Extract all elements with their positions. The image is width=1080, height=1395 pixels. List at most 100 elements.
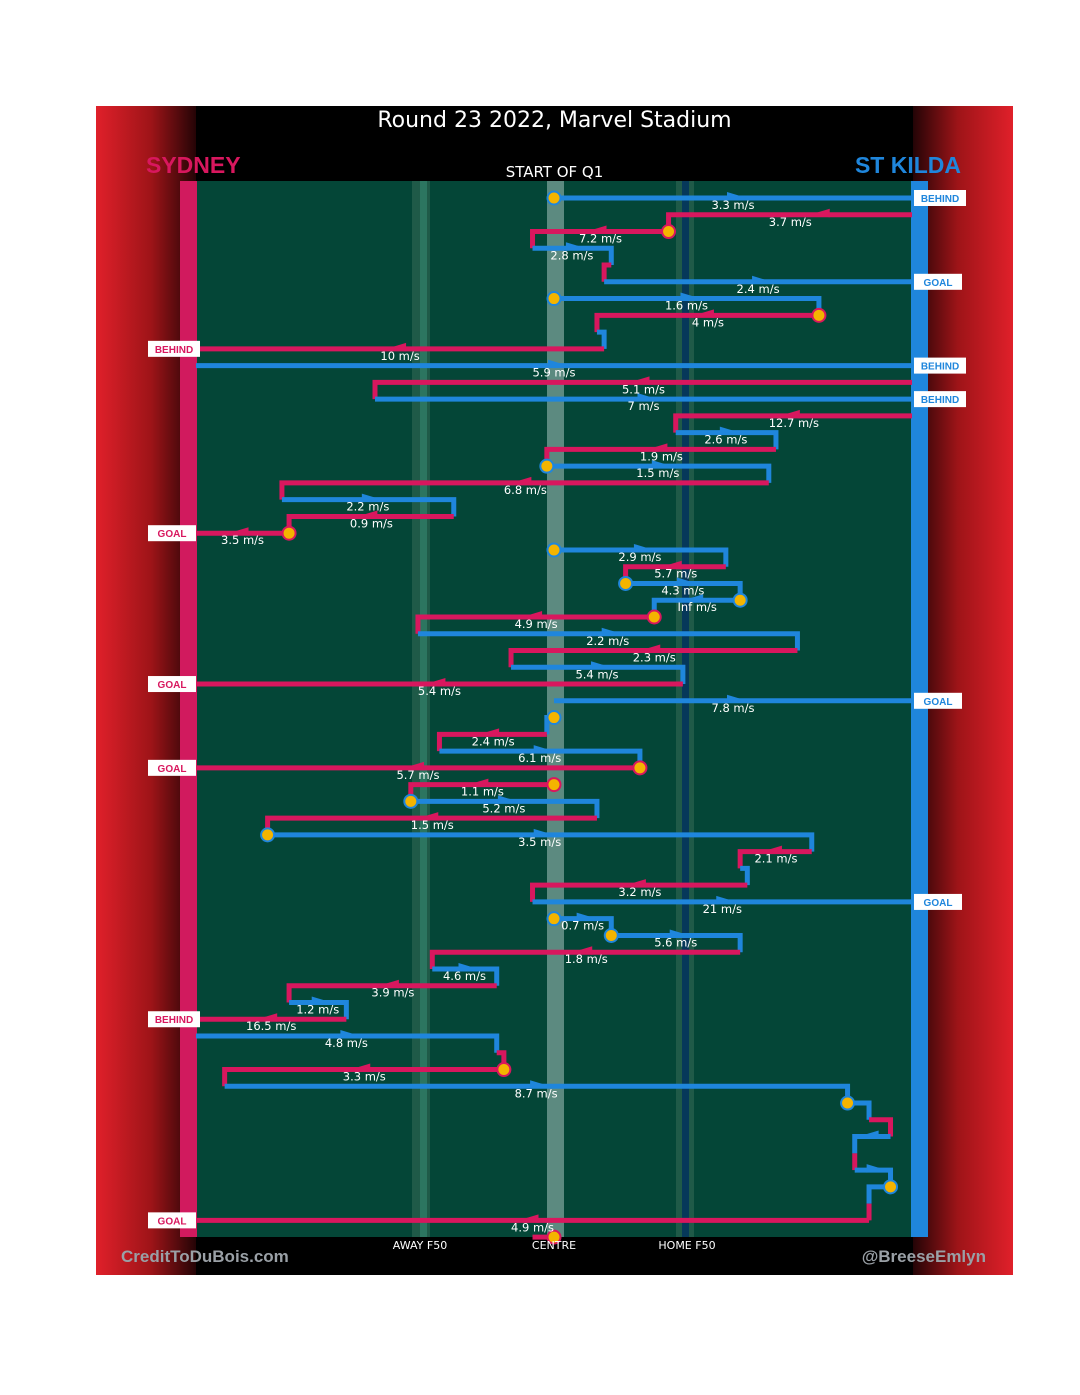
arrow-icon — [629, 376, 650, 385]
ball-marker-icon — [546, 291, 562, 307]
end-badge-behind — [914, 190, 966, 206]
speed-label: 1.6 m/s — [665, 299, 708, 313]
speed-label: 4 m/s — [692, 315, 724, 329]
speed-label: 1.5 m/s — [636, 466, 679, 480]
speed-label: 1.9 m/s — [640, 449, 683, 463]
end-badge-behind — [148, 1011, 200, 1028]
ball-marker-icon — [260, 827, 276, 843]
end-badge-label: GOAL — [924, 898, 953, 909]
sydney-goal-post — [180, 181, 197, 1237]
speed-label: 6.8 m/s — [504, 483, 547, 497]
speed-label: 1.5 m/s — [411, 818, 454, 832]
arrow-icon — [361, 493, 382, 503]
arrow-icon — [533, 745, 554, 754]
arrow-icon — [590, 661, 611, 670]
end-badge-label: GOAL — [158, 529, 187, 540]
axis-label-centre: CENTRE — [531, 1239, 577, 1252]
arrow-icon — [357, 510, 378, 519]
credit-right[interactable]: @BreeseEmlyn — [861, 1247, 986, 1266]
chain-line-40 — [737, 849, 812, 869]
arrow-icon — [497, 795, 518, 804]
arrow-icon — [637, 393, 658, 402]
chain-line-42 — [530, 882, 748, 902]
arrow-icon — [425, 678, 446, 687]
arrow-icon — [809, 208, 830, 218]
speed-label: 1.8 m/s — [565, 952, 608, 966]
arrow-icon — [625, 879, 646, 888]
credit-left[interactable]: CreditToDuBois.com — [121, 1247, 289, 1266]
speed-label: 5.7 m/s — [396, 768, 439, 782]
chain-line-29 — [511, 664, 686, 685]
arrow-icon — [651, 460, 672, 469]
speed-label: Inf m/s — [677, 600, 716, 614]
arrow-icon — [340, 1030, 361, 1039]
chain-line-41 — [740, 865, 750, 886]
arrow-icon — [683, 594, 704, 603]
speed-label: 4.8 m/s — [325, 1036, 368, 1050]
arrow-icon — [403, 761, 424, 771]
end-badge-goal — [148, 525, 196, 542]
arrow-icon — [676, 577, 697, 586]
home-f50-line — [682, 181, 689, 1237]
centre-band — [547, 181, 564, 1237]
axis-label-home-f50: HOME F50 — [658, 1239, 716, 1252]
speed-label: 2.2 m/s — [586, 634, 629, 648]
speed-label: 10 m/s — [380, 349, 419, 363]
playing-field — [196, 181, 912, 1237]
arrow-icon — [761, 845, 782, 855]
speed-label: 12.7 m/s — [769, 416, 819, 430]
ball-marker-icon — [546, 710, 562, 726]
chain-line-39 — [267, 832, 815, 852]
speed-label: 4.6 m/s — [443, 969, 486, 983]
arrow-icon — [378, 979, 399, 989]
chain-line-46 — [429, 949, 741, 969]
st-kilda-goal-post — [911, 181, 928, 1237]
arrow-icon — [522, 611, 543, 620]
speed-label: 5.1 m/s — [622, 382, 665, 396]
arrow-icon — [576, 912, 597, 922]
chain-line-45 — [611, 932, 743, 953]
chain-line-9 — [596, 329, 607, 349]
arrow-icon — [727, 192, 747, 201]
ball-marker-icon — [811, 307, 827, 323]
ball-marker-icon — [496, 1062, 512, 1078]
arrow-icon — [311, 996, 332, 1005]
chain-line-14 — [673, 413, 912, 433]
speed-label: 4.9 m/s — [511, 1220, 554, 1234]
chain-line-47 — [432, 966, 500, 986]
chain-line-5 — [601, 262, 612, 282]
arrow-icon — [680, 292, 701, 302]
arrow-icon — [727, 694, 747, 704]
end-badge-label: BEHIND — [921, 362, 959, 373]
speed-label: 1.2 m/s — [296, 1002, 339, 1016]
speed-label: 2.6 m/s — [704, 433, 747, 447]
speed-label: 3.3 m/s — [343, 1070, 386, 1084]
chain-line-19 — [281, 497, 457, 517]
arrow-icon — [752, 275, 773, 285]
speed-label: 6.1 m/s — [518, 751, 561, 765]
end-badge-label: BEHIND — [921, 395, 959, 406]
end-badge-goal — [148, 1212, 196, 1229]
speed-label: 5.6 m/s — [654, 935, 697, 949]
end-badge-behind — [914, 391, 966, 408]
arrow-icon — [511, 476, 532, 486]
speed-label: 2.4 m/s — [737, 282, 780, 296]
arrow-icon — [458, 962, 479, 972]
speed-label: 1.1 m/s — [461, 785, 504, 799]
chain-line-27 — [417, 631, 800, 651]
chain-line-12 — [372, 379, 912, 400]
end-badge-label: GOAL — [924, 278, 953, 289]
arrow-icon — [565, 242, 586, 251]
axis-label-away-f50: AWAY F50 — [392, 1239, 448, 1252]
ball-marker-icon — [539, 458, 555, 474]
speed-label: 5.2 m/s — [482, 801, 525, 815]
speed-label: 8.7 m/s — [515, 1086, 558, 1100]
ball-marker-icon — [840, 1095, 856, 1111]
chain-line-57 — [852, 1134, 891, 1154]
end-badge-label: GOAL — [158, 764, 187, 775]
team-name-st-kilda: ST KILDA — [854, 152, 961, 178]
chain-line-53 — [222, 1067, 504, 1087]
arrow-icon — [418, 812, 439, 821]
start-of-quarter-label: START OF Q1 — [505, 163, 604, 181]
speed-label: 21 m/s — [703, 902, 742, 916]
